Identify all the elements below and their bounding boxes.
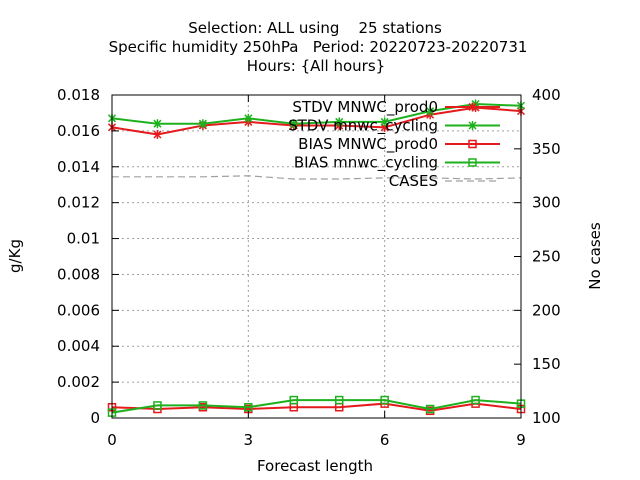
y-tick-label: 0.006 (57, 301, 100, 319)
y-axis-label: g/Kg (6, 239, 24, 273)
data-point (335, 117, 344, 127)
series-line (112, 175, 522, 180)
legend-label: STDV mnwc_cycling (288, 117, 438, 136)
y2-axis-label: No cases (586, 222, 604, 290)
legend-entry-3: BIAS mnwc_cycling (294, 154, 500, 173)
x-tick-label: 9 (516, 431, 526, 449)
legend-marker (468, 121, 477, 130)
series-3 (107, 395, 526, 417)
axes: 0 0.002 0.004 0.006 0.008 0.01 0.012 0.014 0.016… (57, 86, 561, 449)
x-tick-label: 3 (244, 431, 254, 449)
data-point (289, 119, 298, 129)
series-line (111, 106, 522, 136)
y-tick-label: 0.018 (57, 86, 100, 104)
legend-entry-2: BIAS MNWC_prod0 (298, 135, 500, 154)
y2-tick-label: 150 (532, 355, 561, 373)
legend-label: BIAS mnwc_cycling (294, 154, 438, 173)
series-line (111, 399, 522, 414)
data-point (425, 404, 435, 414)
x-axis-label: Forecast length (257, 457, 373, 475)
y2-tick-label: 300 (532, 194, 561, 212)
data-point (426, 106, 435, 116)
data-point (380, 395, 389, 405)
y2-tick-label: 250 (532, 248, 561, 266)
chart-title-line-1: Selection: ALL using 25 stations (188, 19, 442, 37)
y-tick-label: 0 (90, 409, 100, 427)
y2-tick-label: 200 (532, 301, 561, 319)
legend-entry-0: STDV MNWC_prod0 (292, 98, 500, 117)
data-point (153, 119, 162, 129)
x-tick-label: 0 (107, 431, 117, 449)
legend-marker (468, 139, 477, 149)
y-tick-label: 0.012 (57, 194, 100, 212)
data-point (380, 117, 389, 127)
y2-tick-label: 100 (532, 409, 561, 427)
data-point (153, 129, 162, 139)
legend-label: STDV MNWC_prod0 (292, 98, 438, 117)
x-tick-label: 6 (380, 431, 390, 449)
grid (112, 95, 521, 418)
chart-title-line-2: Specific humidity 250hPa Period: 2022072… (109, 38, 528, 56)
y-tick-label: 0.01 (67, 230, 100, 248)
data-point (153, 401, 162, 410)
data-point (198, 119, 207, 129)
data-point (244, 113, 253, 123)
legend-entry-4: CASES (389, 172, 500, 190)
legend-label: BIAS MNWC_prod0 (298, 135, 438, 154)
y-tick-label: 0.014 (57, 158, 100, 176)
series-line (111, 402, 522, 412)
y-tick-label: 0.008 (57, 265, 100, 283)
data-point (334, 395, 344, 405)
data-point (198, 401, 208, 410)
legend-marker (468, 158, 477, 167)
data-point (471, 395, 480, 405)
y-tick-label: 0.004 (57, 337, 100, 355)
y2-tick-label: 400 (532, 86, 561, 104)
legend-entry-1: STDV mnwc_cycling (288, 117, 500, 136)
data-point (244, 402, 253, 412)
y-tick-label: 0.016 (57, 122, 100, 140)
y-tick-label: 0.002 (57, 373, 100, 391)
series-4 (112, 175, 522, 180)
chart-title-line-3: Hours: {All hours} (247, 57, 385, 75)
y2-tick-label: 350 (532, 140, 561, 158)
plot-frame (111, 94, 522, 419)
legend-label: CASES (389, 172, 438, 190)
legend-marker (468, 102, 477, 112)
data-point (289, 395, 299, 405)
